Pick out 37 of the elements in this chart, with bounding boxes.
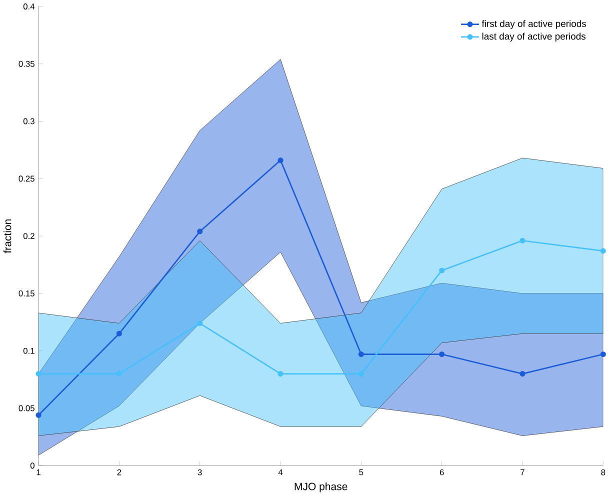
point: [439, 352, 445, 358]
point: [278, 371, 284, 377]
y-tick-label: 0.4: [23, 4, 35, 10]
point: [278, 158, 284, 164]
point: [520, 371, 526, 377]
x-tick-label: 2: [117, 469, 122, 476]
point: [36, 371, 42, 377]
y-axis-title: fraction: [4, 220, 12, 254]
point: [358, 371, 364, 377]
point: [116, 371, 122, 377]
y-tick-label: 0.25: [18, 176, 34, 182]
point: [358, 352, 364, 358]
point: [36, 412, 42, 418]
y-tick-label: 0.2: [23, 233, 34, 240]
point: [600, 248, 606, 254]
y-tick-label: 0.1: [23, 348, 34, 354]
x-tick-label: 3: [198, 469, 202, 476]
legend-label: last day of active periods: [482, 32, 586, 42]
y-tick-label: 0.3: [23, 118, 34, 124]
point: [520, 238, 526, 244]
point: [197, 320, 203, 326]
y-tick-label: 0.35: [18, 60, 34, 67]
x-tick-label: 6: [440, 469, 444, 476]
point: [439, 268, 445, 274]
point: [197, 228, 203, 234]
x-tick-label: 4: [278, 469, 283, 476]
legend-label: first day of active periods: [482, 20, 586, 29]
point: [116, 330, 122, 336]
x-tick-label: 1: [36, 469, 40, 476]
point: [600, 352, 606, 358]
x-tick-label: 5: [359, 469, 364, 476]
y-tick-label: 0.15: [18, 290, 34, 297]
x-axis-title: MJO phase: [294, 482, 348, 492]
x-tick-label: 8: [601, 469, 606, 476]
x-tick-label: 7: [520, 469, 524, 476]
y-tick-label: 0.05: [18, 405, 34, 412]
y-tick-label: 0: [30, 462, 34, 469]
